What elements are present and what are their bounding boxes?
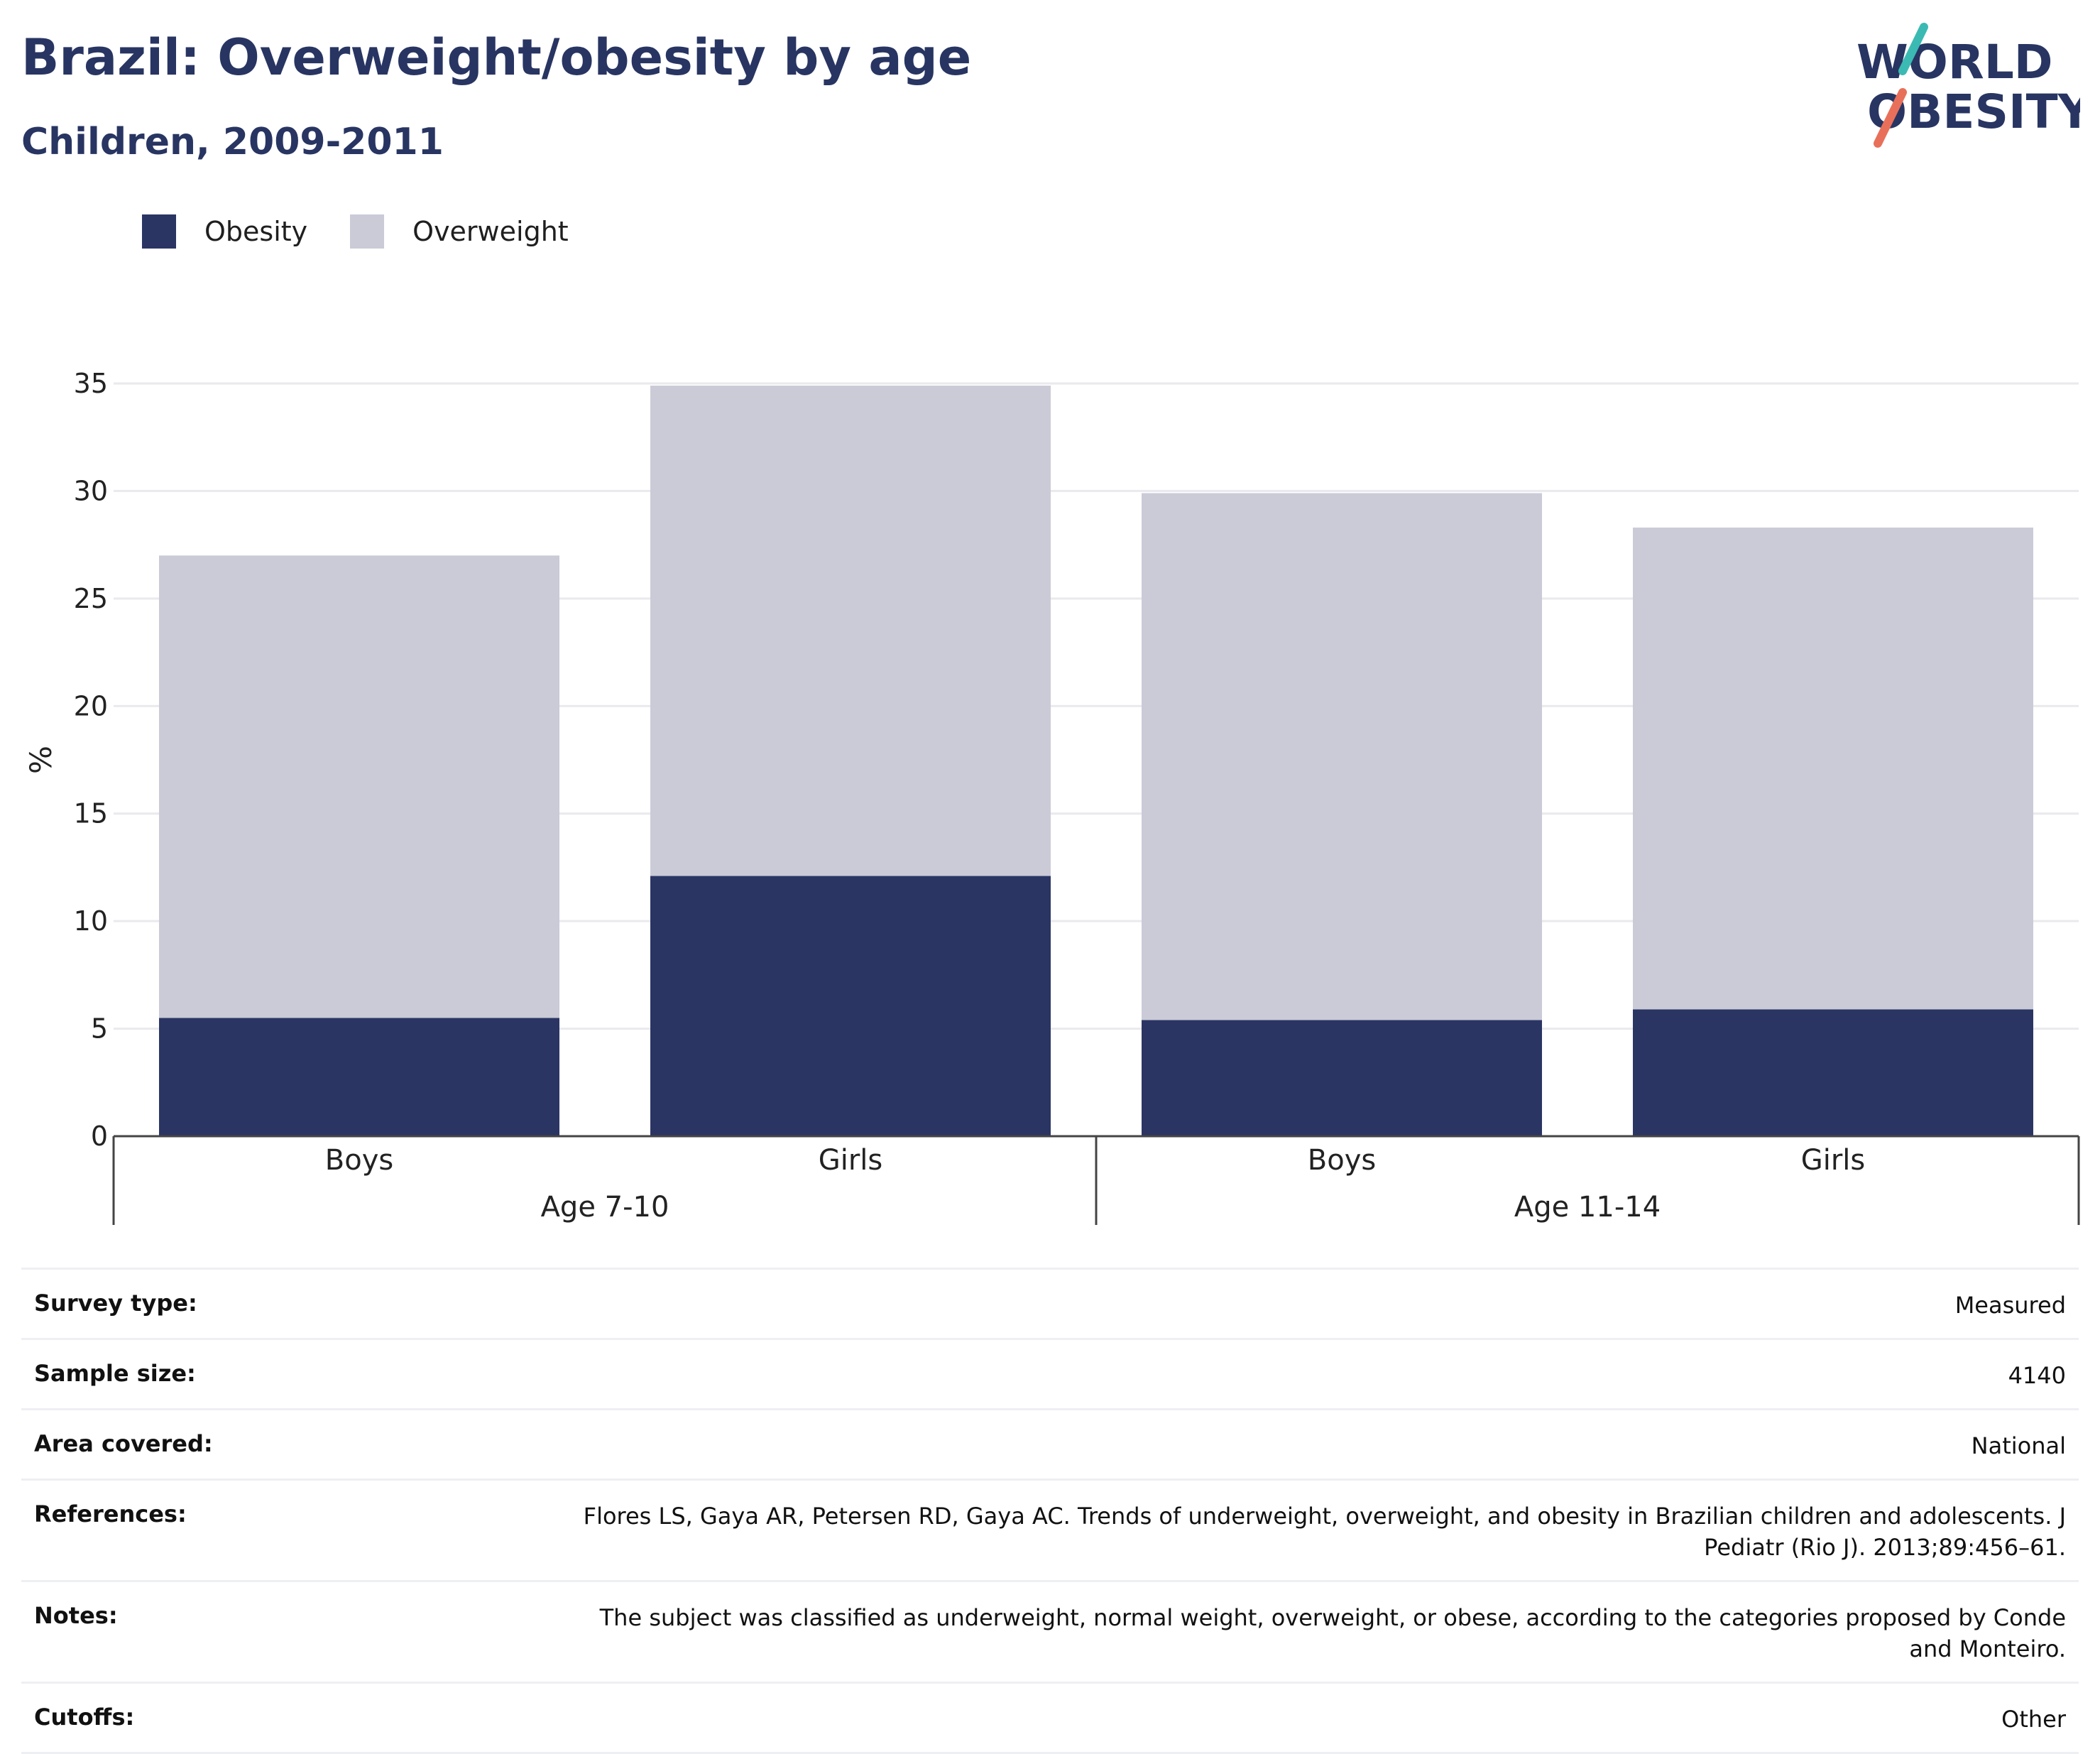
meta-value: Flores LS, Gaya AR, Petersen RD, Gaya AC… <box>583 1503 2066 1561</box>
chart-title: Brazil: Overweight/obesity by age <box>21 28 972 87</box>
x-group-label: Age 11-14 <box>1514 1191 1661 1224</box>
y-tick-label: 25 <box>74 583 108 614</box>
y-tick-label: 0 <box>91 1121 108 1152</box>
legend-swatch-overweight <box>350 214 385 249</box>
meta-row-area-covered: Area covered: National <box>21 1408 2079 1478</box>
y-tick-label: 5 <box>91 1013 108 1045</box>
bar-obesity-1 <box>650 876 1051 1136</box>
bar-obesity-3 <box>1633 1009 2033 1136</box>
meta-value: National <box>1971 1432 2066 1459</box>
meta-label: Cutoffs: <box>34 1704 135 1731</box>
x-tick-label: Boys <box>325 1144 393 1177</box>
meta-value: 4140 <box>2008 1362 2066 1389</box>
meta-value: The subject was classified as underweigh… <box>599 1604 2066 1662</box>
bar-chart: 0 5 10 15 20 25 30 35% Boys Girls Boys Girls Age 7-1… <box>23 368 2080 1225</box>
logo-teal-slash <box>1898 23 1928 75</box>
meta-row-sample-size: Sample size: 4140 <box>21 1338 2079 1408</box>
meta-label: Survey type: <box>34 1290 197 1317</box>
legend-label-obesity: Obesity <box>204 216 308 247</box>
logo-coral-slash <box>1874 88 1907 148</box>
meta-label: References: <box>34 1500 187 1527</box>
x-tick-label: Boys <box>1308 1144 1376 1177</box>
bar-overweight-0 <box>159 555 559 1018</box>
world-obesity-logo: WORLD OBESITY <box>1856 23 2080 148</box>
legend-label-overweight: Overweight <box>412 216 569 247</box>
bar-overweight-2 <box>1142 493 1542 1020</box>
x-group-label: Age 7-10 <box>541 1191 669 1224</box>
chart-subtitle: Children, 2009-2011 <box>21 121 444 163</box>
logo-line1: WORLD <box>1856 35 2053 89</box>
y-tick-label: 20 <box>74 690 108 721</box>
y-axis-label: % <box>23 746 58 774</box>
meta-row-survey-type: Survey type: Measured <box>21 1268 2079 1338</box>
meta-label: Sample size: <box>34 1360 196 1387</box>
y-tick-label: 35 <box>74 368 108 399</box>
y-tick-label: 30 <box>74 475 108 506</box>
meta-row-notes: Notes: The subject was classified as und… <box>21 1580 2079 1682</box>
meta-label: Area covered: <box>34 1430 213 1457</box>
meta-value: Other <box>2001 1706 2066 1733</box>
bar-obesity-2 <box>1142 1020 1542 1136</box>
legend-item-obesity[interactable]: Obesity <box>142 214 307 249</box>
meta-row-cutoffs: Cutoffs: Other <box>21 1682 2079 1754</box>
x-tick-label: Girls <box>819 1144 883 1177</box>
chart-legend: Obesity Overweight <box>142 210 611 253</box>
meta-label: Notes: <box>34 1602 118 1629</box>
survey-details-table: Survey type: Measured Sample size: 4140 … <box>21 1268 2079 1754</box>
bar-obesity-0 <box>159 1018 559 1136</box>
legend-item-overweight[interactable]: Overweight <box>350 214 569 249</box>
meta-value: Measured <box>1954 1292 2066 1319</box>
y-tick-label: 10 <box>74 905 108 937</box>
bar-overweight-1 <box>650 386 1051 876</box>
x-tick-label: Girls <box>1801 1144 1866 1177</box>
meta-row-references: References: Flores LS, Gaya AR, Petersen… <box>21 1478 2079 1580</box>
y-tick-label: 15 <box>74 798 108 829</box>
bar-overweight-3 <box>1633 527 2033 1010</box>
legend-swatch-obesity <box>142 214 176 249</box>
